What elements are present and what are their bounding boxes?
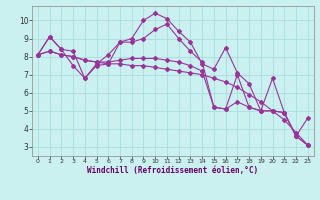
X-axis label: Windchill (Refroidissement éolien,°C): Windchill (Refroidissement éolien,°C) (87, 166, 258, 175)
